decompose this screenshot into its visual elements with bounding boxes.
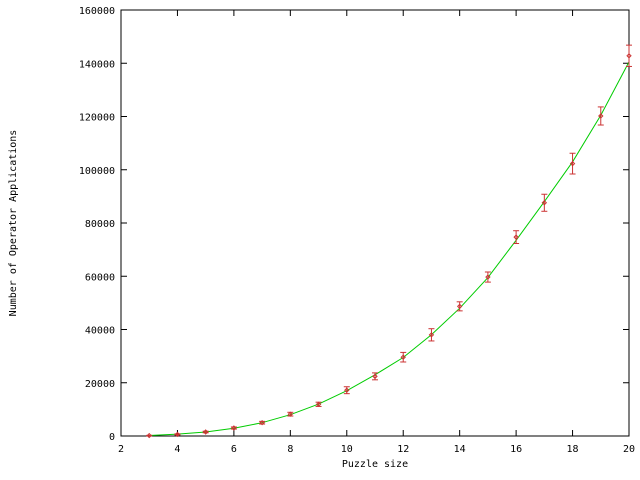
x-tick-label: 10	[341, 444, 353, 455]
point-marker	[485, 274, 491, 280]
data-point	[372, 372, 378, 381]
point-marker	[598, 113, 604, 119]
plot-frame	[120, 9, 630, 437]
y-axis-title: Number of Operator Applications	[8, 130, 19, 317]
y-tick-label: 40000	[85, 326, 115, 337]
y-tick-label: 60000	[85, 272, 115, 283]
data-point	[230, 425, 237, 431]
x-tick-label: 12	[397, 444, 409, 455]
y-tick-label: 100000	[79, 166, 115, 177]
point-marker	[174, 431, 181, 438]
x-tick-label: 4	[174, 444, 180, 455]
data-point	[428, 328, 435, 342]
point-marker	[372, 373, 378, 380]
data-point	[541, 193, 548, 212]
y-tick-label: 120000	[79, 113, 115, 124]
data-point	[343, 386, 350, 395]
data-point	[174, 431, 181, 438]
point-marker	[287, 411, 294, 417]
data-point	[456, 301, 463, 312]
point-marker	[456, 303, 463, 310]
data-point	[315, 401, 322, 408]
point-marker	[202, 429, 209, 435]
data-point	[400, 351, 407, 363]
data-point	[513, 230, 520, 245]
data-point	[146, 432, 153, 439]
x-axis: 2 4 6 8 10 12 14 16 18 20	[118, 10, 635, 455]
data-point	[484, 271, 491, 283]
x-tick-label: 20	[623, 444, 635, 455]
y-tick-label: 160000	[79, 6, 115, 17]
data-point	[569, 152, 576, 175]
x-tick-label: 18	[567, 444, 579, 455]
x-axis-title: Puzzle size	[342, 459, 408, 470]
data-point	[259, 419, 266, 426]
point-marker	[513, 234, 519, 240]
point-marker	[541, 200, 548, 206]
data-point	[202, 429, 209, 435]
x-tick-label: 2	[118, 444, 124, 455]
data-point	[287, 411, 294, 417]
fit-curve	[149, 61, 630, 436]
point-marker	[259, 419, 265, 426]
point-marker	[344, 387, 350, 393]
point-marker	[315, 401, 322, 408]
point-marker	[428, 332, 435, 338]
x-tick-label: 14	[454, 444, 466, 455]
y-tick-label: 0	[109, 432, 115, 443]
point-marker	[400, 354, 406, 360]
data-point	[597, 106, 604, 126]
point-marker	[146, 432, 152, 439]
y-tick-label: 20000	[85, 379, 115, 390]
data-points	[146, 44, 632, 439]
point-marker	[231, 425, 237, 431]
point-marker	[569, 160, 576, 167]
x-tick-label: 6	[231, 444, 237, 455]
y-tick-label: 140000	[79, 59, 115, 70]
data-point	[626, 44, 632, 67]
x-tick-label: 8	[287, 444, 293, 455]
y-axis: 0 20000 40000 60000 80000 100000 120000 140000 1…	[79, 6, 629, 443]
point-marker	[626, 53, 632, 59]
y-tick-label: 80000	[85, 219, 115, 230]
x-tick-label: 16	[510, 444, 522, 455]
